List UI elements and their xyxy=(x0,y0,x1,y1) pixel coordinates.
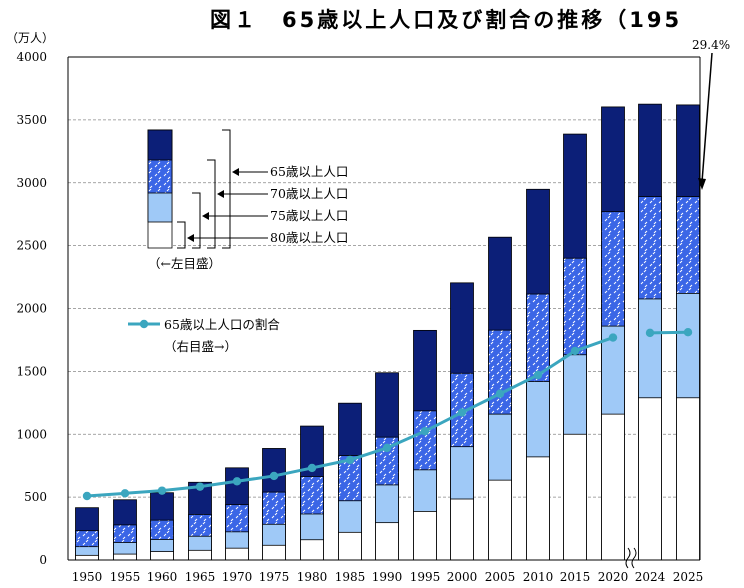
x-tick-label: 2020 xyxy=(598,570,629,584)
ratio-point xyxy=(645,328,655,338)
x-tick-label: 2000 xyxy=(447,570,478,584)
ratio-point xyxy=(307,463,317,473)
ratio-point xyxy=(120,489,130,498)
legend-bar-65 xyxy=(147,129,173,161)
x-tick-label: 2015 xyxy=(560,570,591,584)
ratio-point xyxy=(157,486,167,495)
legend-pointer-head xyxy=(187,234,194,242)
ratio-label-arrow xyxy=(701,52,713,183)
y-tick-label: 2500 xyxy=(16,239,47,253)
bar-2010-0 xyxy=(526,456,550,561)
bar-2015-0 xyxy=(563,433,587,561)
x-tick-label: 2024 xyxy=(635,570,666,584)
legend-bracket xyxy=(222,129,231,249)
ratio-point xyxy=(533,370,543,380)
x-tick-label: 1985 xyxy=(335,570,366,584)
y-tick-label: 2000 xyxy=(16,302,47,316)
ratio-line-segment xyxy=(649,330,689,335)
axes: 0 500 1000 1500 2000 2500 3000 3500 4000 1950 1955… xyxy=(16,50,703,584)
y-tick-label: 0 xyxy=(39,553,47,567)
y-tick-label: 1000 xyxy=(16,427,47,441)
x-tick-label: 1965 xyxy=(185,570,216,584)
ratio-point xyxy=(420,426,430,436)
bar-1985-0 xyxy=(338,531,362,561)
ratio-last-label: 29.4% xyxy=(692,38,730,52)
bar-1970-0 xyxy=(225,547,249,561)
legend-right-axis-note: （右目盛→） xyxy=(164,339,237,354)
ratio-point xyxy=(495,389,505,398)
legend-pointer-head xyxy=(202,212,209,220)
bar-1995-0 xyxy=(413,511,437,561)
x-tick-label: 1955 xyxy=(110,570,141,584)
bar-1965-0 xyxy=(188,549,212,561)
axis-break-mark xyxy=(631,547,637,569)
bar-2024-0 xyxy=(638,397,662,561)
ratio-point xyxy=(345,455,355,465)
y-tick-label: 3500 xyxy=(16,113,47,127)
ratio-point xyxy=(269,471,279,481)
x-tick-label: 1980 xyxy=(297,570,328,584)
legend-line-point xyxy=(139,319,149,329)
legend: 65歳以上人口 70歳以上人口 75歳以上人口 80歳以上人口 （←左目盛） 65歳以上人… xyxy=(128,129,348,354)
legend-stack-label: 75歳以上人口 xyxy=(270,208,348,223)
chart-title: 図１ 65歳以上人口及び割合の推移（195 xyxy=(210,8,682,32)
bar-2020-0 xyxy=(601,413,625,561)
y-tick-label: 3000 xyxy=(16,176,47,190)
legend-bracket xyxy=(177,221,186,249)
x-tick-label: 1960 xyxy=(147,570,178,584)
x-tick-label: 1995 xyxy=(410,570,441,584)
ratio-point xyxy=(608,333,618,342)
y-tick-label: 4000 xyxy=(16,50,47,64)
bars xyxy=(75,103,700,561)
legend-pointer-head xyxy=(217,190,224,198)
x-tick-label: 1950 xyxy=(72,570,103,584)
ratio-point xyxy=(232,477,242,486)
ratio-point xyxy=(82,491,92,501)
legend-bracket xyxy=(207,159,216,249)
bar-1955-0 xyxy=(113,553,137,561)
x-tick-label: 1975 xyxy=(259,570,290,584)
bar-1975-0 xyxy=(262,544,286,561)
ratio-point xyxy=(195,482,205,491)
x-tick-label: 1990 xyxy=(372,570,403,584)
legend-stack-label: 65歳以上人口 xyxy=(270,164,348,179)
gridlines xyxy=(68,56,700,498)
x-tick-label: 2010 xyxy=(523,570,554,584)
bar-1980-0 xyxy=(300,539,324,561)
ratio-point xyxy=(683,328,693,337)
ratio-line xyxy=(82,52,713,501)
legend-stack-label: 80歳以上人口 xyxy=(270,230,348,245)
bar-2000-0 xyxy=(450,498,474,561)
legend-pointer-head xyxy=(232,168,239,176)
ratio-point xyxy=(457,408,467,417)
y-tick-label: 500 xyxy=(24,490,47,504)
legend-line-label: 65歳以上人口の割合 xyxy=(164,317,280,332)
bar-1990-0 xyxy=(375,522,399,561)
legend-left-axis-note: （←左目盛） xyxy=(148,256,221,271)
bar-2025-0 xyxy=(676,397,700,561)
axis-break-mark xyxy=(625,547,631,569)
x-tick-label: 2025 xyxy=(673,570,704,584)
x-tick-label: 2005 xyxy=(485,570,516,584)
y-tick-label: 1500 xyxy=(16,364,47,378)
y-axis-unit: （万人） xyxy=(6,31,54,45)
x-tick-label: 1970 xyxy=(222,570,253,584)
ratio-point xyxy=(382,443,392,453)
bar-1960-0 xyxy=(150,551,174,561)
legend-bracket xyxy=(192,192,201,249)
ratio-point xyxy=(570,346,580,356)
bar-1950-0 xyxy=(75,554,99,561)
bar-2005-0 xyxy=(488,479,512,561)
legend-stack-label: 70歳以上人口 xyxy=(270,186,348,201)
